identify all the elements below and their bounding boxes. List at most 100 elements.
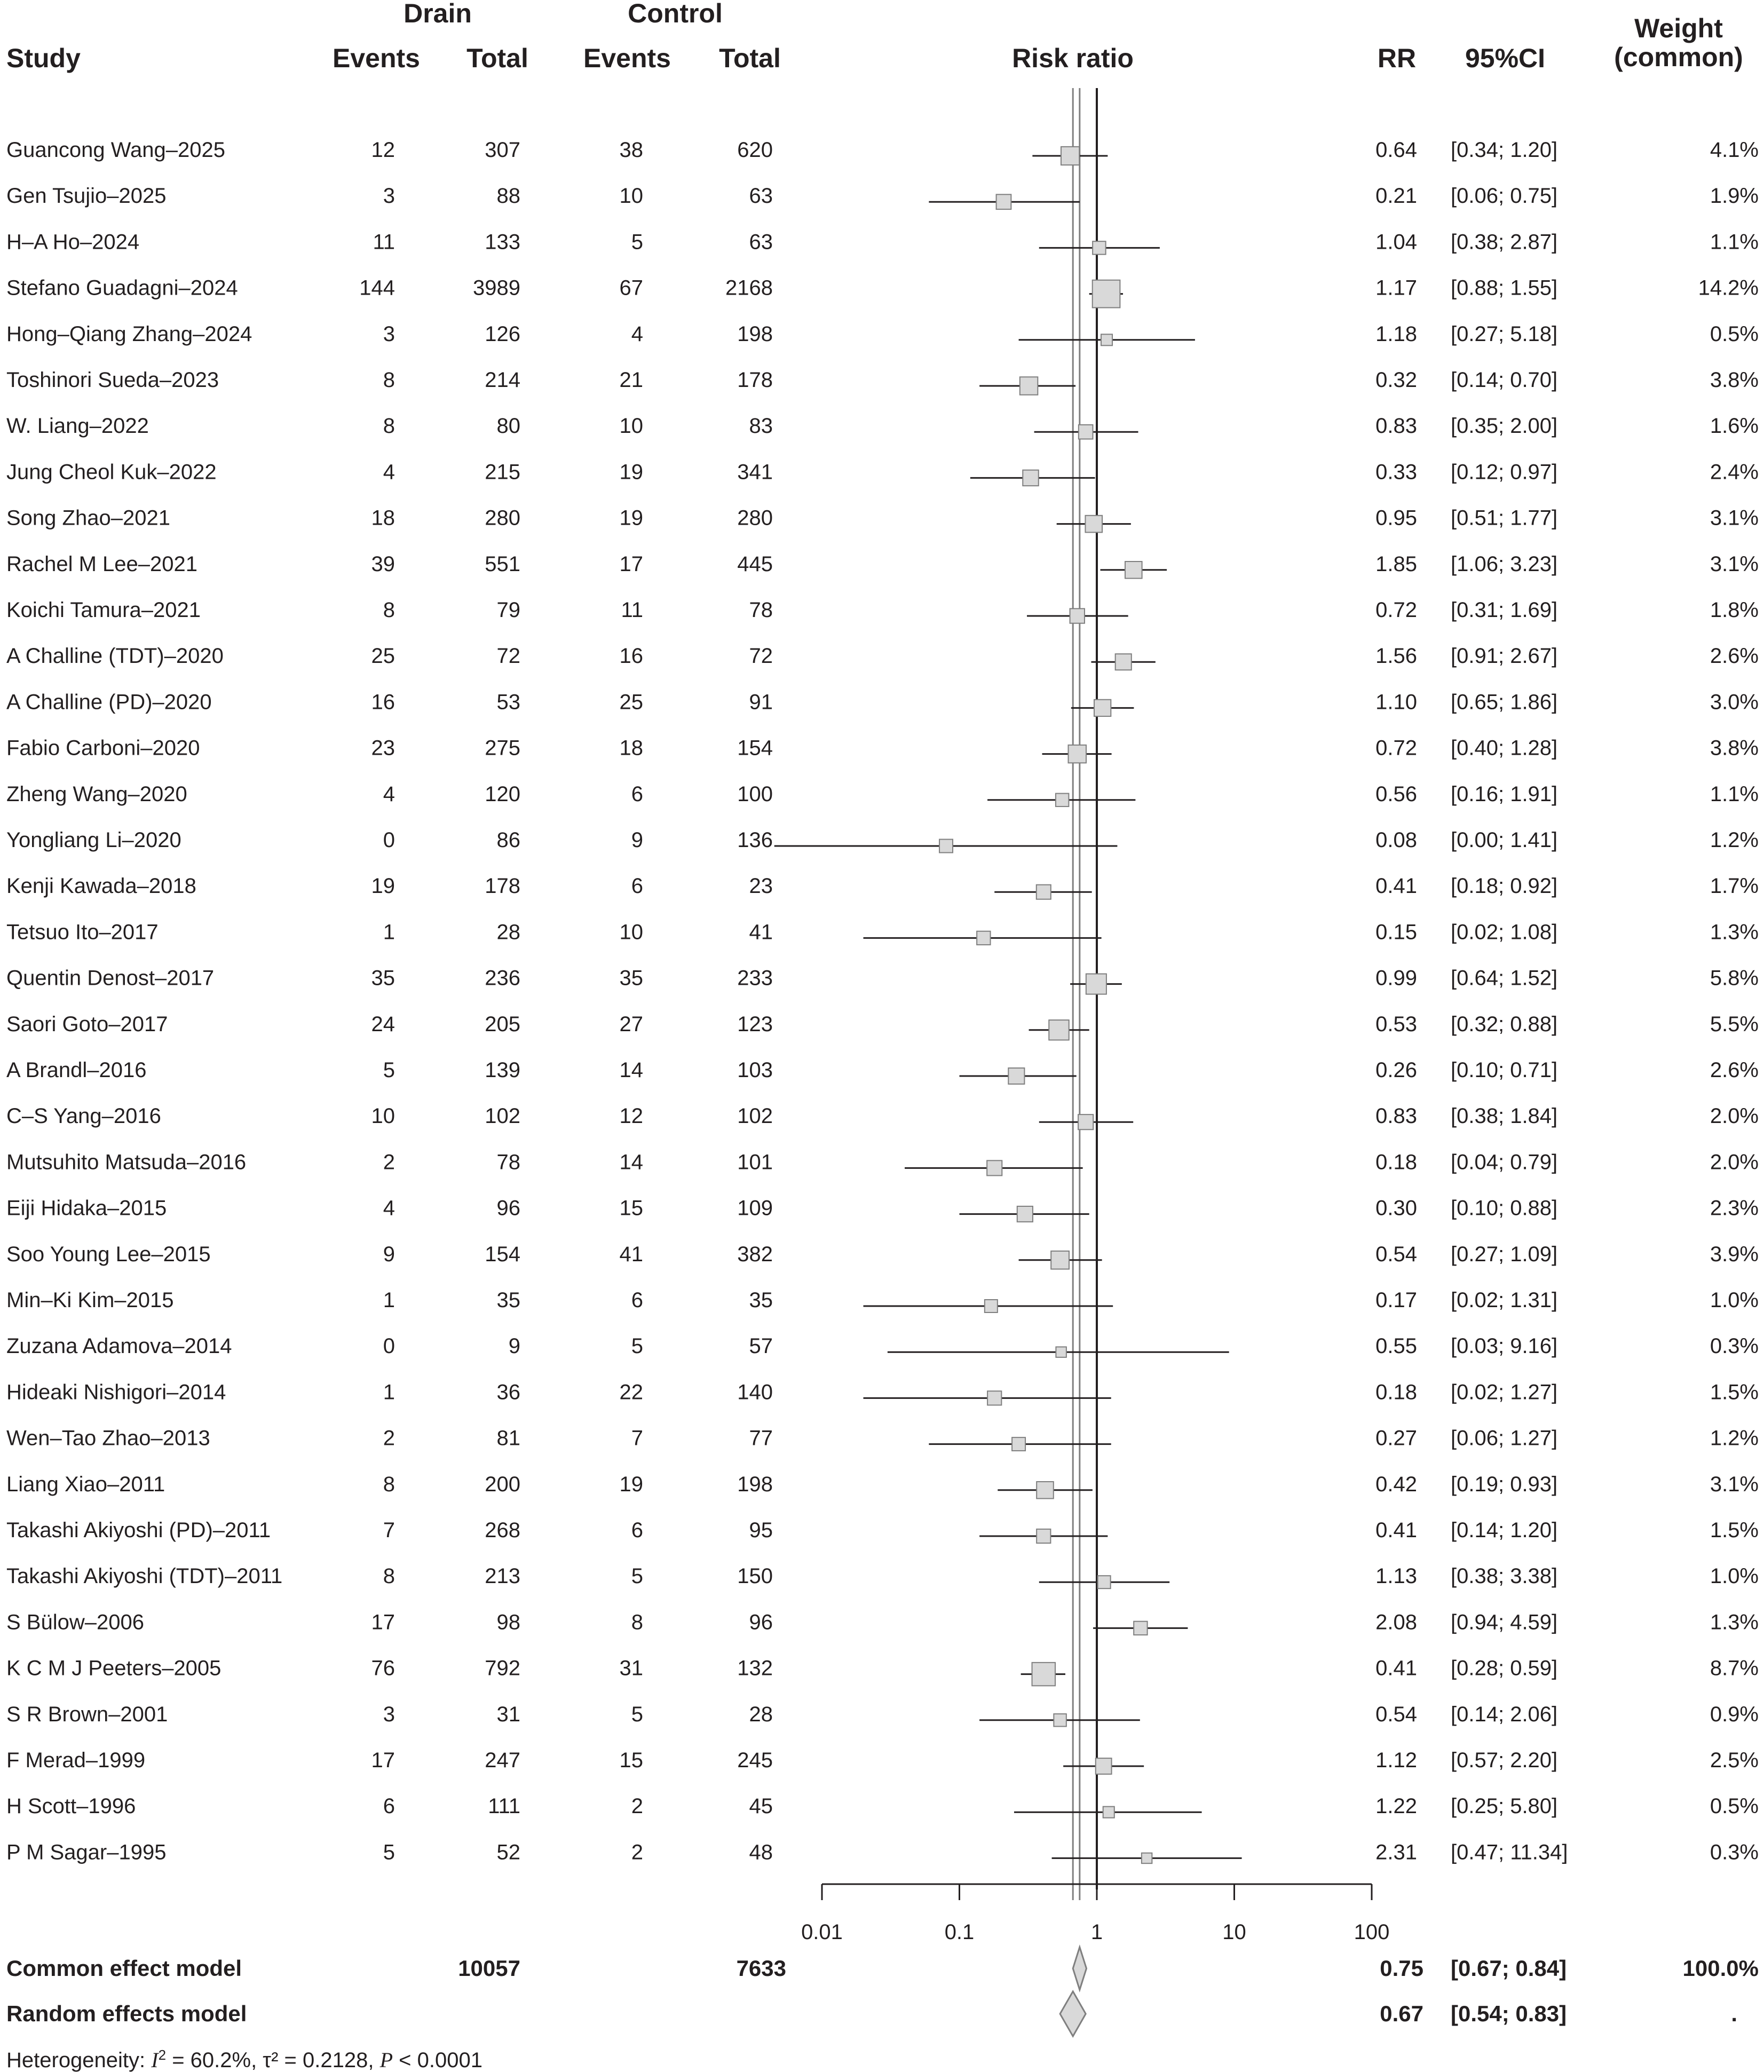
rr-value: 1.85 [1375, 552, 1417, 576]
drain-group-header: Drain [404, 0, 472, 28]
drain-total: 120 [485, 782, 520, 806]
table-row: A Challine (TDT)–2020 25 72 16 72 1.56 [0.91; … [6, 644, 1759, 671]
study-name: H Scott–1996 [6, 1794, 136, 1818]
table-row: W. Liang–2022 8 80 10 83 0.83 [0.35; 2.00] 1.6% [6, 414, 1759, 440]
drain-events: 35 [371, 967, 395, 990]
control-events: 4 [631, 322, 643, 346]
common-weight: 100.0% [1683, 1956, 1759, 1981]
control-total: 154 [737, 737, 773, 760]
study-name: Rachel M Lee–2021 [6, 552, 197, 576]
weight-value: 14.2% [1698, 276, 1759, 300]
drain-total: 275 [485, 737, 520, 760]
control-total: 95 [749, 1519, 773, 1542]
weight-value: 0.9% [1710, 1703, 1759, 1726]
ci-value: [0.10; 0.71] [1451, 1058, 1557, 1082]
control-events: 18 [620, 737, 644, 760]
drain-events: 25 [371, 644, 395, 668]
control-total: 445 [737, 552, 773, 576]
control-events: 6 [631, 874, 643, 898]
control-events: 15 [620, 1749, 644, 1772]
effect-box [976, 930, 991, 946]
control-total: 280 [737, 507, 773, 530]
weight-value: 1.0% [1710, 1564, 1759, 1588]
effect-box [1050, 1250, 1070, 1270]
control-total: 198 [737, 322, 773, 346]
common-drain-total: 10057 [458, 1956, 520, 1981]
effect-box [1141, 1852, 1153, 1864]
control-events: 19 [620, 460, 644, 484]
rr-value: 0.53 [1375, 1013, 1417, 1036]
drain-events: 8 [383, 414, 395, 438]
control-events: 31 [620, 1657, 644, 1680]
table-row: Min–Ki Kim–2015 1 35 6 35 0.17 [0.02; 1.31] 1.0… [6, 1288, 1759, 1313]
study-name: Guancong Wang–2025 [6, 138, 225, 162]
ci-value: [0.40; 1.28] [1451, 737, 1557, 760]
control-total: 101 [737, 1150, 773, 1174]
control-events: 7 [631, 1427, 643, 1450]
ci-value: [0.04; 0.79] [1451, 1150, 1557, 1174]
table-row: K C M J Peeters–2005 76 792 31 132 0.41 [0.28;… [6, 1657, 1759, 1687]
control-events: 38 [620, 138, 644, 162]
table-row: Toshinori Sueda–2023 8 214 21 178 0.32 [0.14; … [6, 368, 1759, 396]
table-row: H–A Ho–2024 11 133 5 63 1.04 [0.38; 2.87] 1.1% [6, 230, 1759, 255]
control-events: 14 [620, 1058, 644, 1082]
weight-value: 1.6% [1710, 414, 1759, 438]
control-total: 620 [737, 138, 773, 162]
random-ci: [0.54; 0.83] [1451, 2001, 1567, 2026]
drain-total: 268 [485, 1519, 520, 1542]
table-row: Rachel M Lee–2021 39 551 17 445 1.85 [1.06; 3.… [6, 552, 1759, 579]
drain-total: 52 [497, 1840, 521, 1864]
rr-value: 0.83 [1375, 1104, 1417, 1128]
table-row: Wen–Tao Zhao–2013 2 81 7 77 0.27 [0.06; 1.27] 1… [6, 1427, 1759, 1452]
drain-total: 154 [485, 1243, 520, 1266]
rr-value: 0.32 [1375, 368, 1417, 392]
weight-value: 4.1% [1710, 138, 1759, 162]
rr-value: 0.27 [1375, 1427, 1417, 1450]
control-events: 5 [631, 1564, 643, 1588]
drain-events: 16 [371, 690, 395, 714]
weight-value: 1.2% [1710, 828, 1759, 852]
study-name: Toshinori Sueda–2023 [6, 368, 219, 392]
rr-value: 0.41 [1375, 874, 1417, 898]
control-total-header: Total [719, 43, 781, 73]
weight-value: 3.1% [1710, 507, 1759, 530]
drain-events: 8 [383, 1473, 395, 1496]
control-total: 91 [749, 690, 773, 714]
ci-value: [0.10; 0.88] [1451, 1197, 1557, 1220]
effect-box [995, 194, 1012, 210]
control-events: 5 [631, 1334, 643, 1358]
effect-box [1093, 699, 1112, 717]
ci-value: [0.25; 5.80] [1451, 1794, 1557, 1818]
control-events: 8 [631, 1610, 643, 1634]
study-name: Fabio Carboni–2020 [6, 737, 200, 760]
rr-value: 0.18 [1375, 1150, 1417, 1174]
random-rr: 0.67 [1380, 2001, 1423, 2026]
ci-value: [0.34; 1.20] [1451, 138, 1557, 162]
table-row: Jung Cheol Kuk–2022 4 215 19 341 0.33 [0.12; 0… [6, 460, 1759, 487]
weight-value: 2.0% [1710, 1150, 1759, 1174]
study-name: S R Brown–2001 [6, 1703, 168, 1726]
control-events: 15 [620, 1197, 644, 1220]
ci-value: [0.02; 1.31] [1451, 1288, 1557, 1312]
drain-total: 96 [497, 1197, 521, 1220]
control-events-header: Events [583, 43, 671, 73]
table-row: Hideaki Nishigori–2014 1 36 22 140 0.18 [0.02;… [6, 1380, 1759, 1406]
table-row: Guancong Wang–2025 12 307 38 620 0.64 [0.34; 1… [6, 138, 1759, 166]
rr-value: 0.72 [1375, 737, 1417, 760]
weight-value: 3.8% [1710, 737, 1759, 760]
rr-value: 0.83 [1375, 414, 1417, 438]
table-row: S Bülow–2006 17 98 8 96 2.08 [0.94; 4.59] 1.3% [6, 1610, 1759, 1636]
drain-events: 10 [371, 1104, 395, 1128]
drain-events: 3 [383, 322, 395, 346]
effect-box [1124, 560, 1143, 579]
control-events: 5 [631, 230, 643, 254]
study-name: K C M J Peeters–2005 [6, 1657, 221, 1680]
drain-events: 5 [383, 1840, 395, 1864]
ci-value: [0.27; 5.18] [1451, 322, 1557, 346]
drain-total: 72 [497, 644, 521, 668]
table-row: Liang Xiao–2011 8 200 19 198 0.42 [0.19; 0.93]… [6, 1473, 1759, 1499]
drain-total: 28 [497, 920, 521, 944]
effect-box [1114, 653, 1132, 671]
table-row: Tetsuo Ito–2017 1 28 10 41 0.15 [0.02; 1.08] 1.… [6, 920, 1759, 946]
weight-value: 8.7% [1710, 1657, 1759, 1680]
